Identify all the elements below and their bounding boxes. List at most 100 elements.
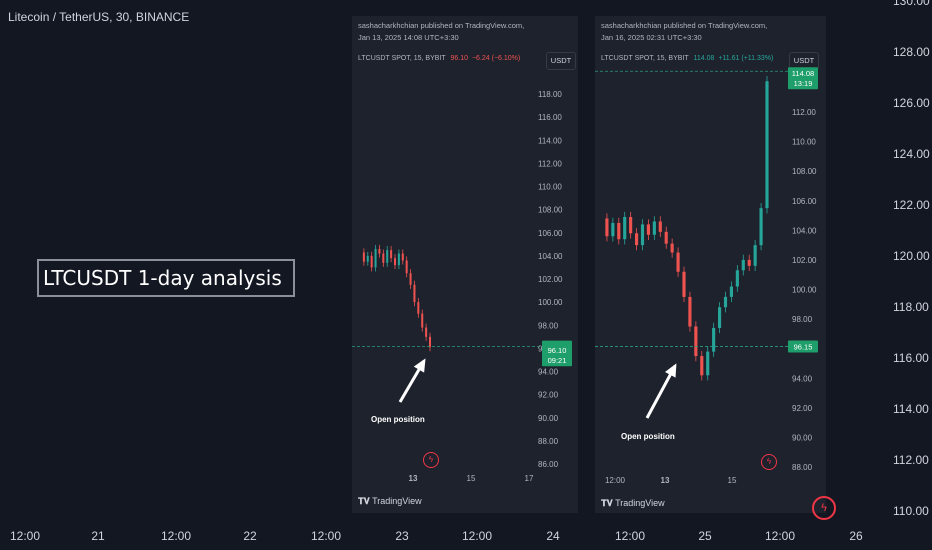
- open-position-label: Open position: [371, 415, 425, 424]
- last-price-text: 96.10: [548, 346, 567, 355]
- candle-body: [765, 81, 769, 209]
- candle-body: [421, 313, 424, 328]
- snapshot-panel-right: sashacharkhchian published on TradingVie…: [595, 16, 826, 513]
- candle-body: [688, 296, 692, 327]
- tradingview-logo: 𝐓𝐕 TradingView: [601, 498, 665, 509]
- lightning-icon[interactable]: ϟ: [812, 496, 836, 520]
- candle-body: [640, 224, 645, 246]
- price-axis-label: 88.00: [538, 437, 559, 446]
- candle-body: [741, 259, 745, 271]
- candle-body: [366, 255, 369, 262]
- price-axis-label: 124.00: [893, 147, 930, 161]
- lightning-icon[interactable]: ϟ: [761, 454, 777, 470]
- last-price-tag: [542, 344, 572, 367]
- candle-body: [393, 258, 397, 266]
- candle-body: [646, 224, 651, 235]
- price-axis-label: 102.00: [792, 256, 817, 265]
- price-axis-label: 108.00: [792, 167, 817, 176]
- price-chart[interactable]: 112.00 110.00 108.00 106.00 104.00 102.00 100.…: [595, 16, 826, 513]
- candle-body: [617, 222, 621, 240]
- symbol-name: LTCUSDT SPOT, 15, BYBIT: [358, 55, 446, 62]
- candle-body: [382, 253, 385, 263]
- time-axis-label: 13: [661, 476, 670, 485]
- time-axis-label: 26: [849, 529, 863, 543]
- candle-body: [658, 221, 662, 232]
- tradingview-icon: 𝐓𝐕: [601, 498, 613, 508]
- publisher-line: sashacharkhchian published on TradingVie…: [601, 21, 768, 30]
- price-change: −6.24 (−6.10%): [471, 55, 521, 62]
- candle-body: [417, 302, 420, 314]
- candle-body: [729, 286, 734, 297]
- time-axis-label: 15: [467, 474, 476, 483]
- time-axis-label: 12:00: [160, 529, 192, 543]
- candle-body: [374, 248, 377, 268]
- candle-body: [712, 327, 716, 352]
- price-chart[interactable]: 118.00 116.00 114.00 112.00 110.00 108.00 106.…: [352, 16, 578, 513]
- open-position-label: Open position: [621, 432, 675, 441]
- candle-body: [428, 336, 432, 348]
- time-axis-label: 12:00: [461, 529, 493, 543]
- candle-body: [425, 327, 428, 337]
- candle-body: [409, 273, 412, 285]
- price-axis-label: 112.00: [893, 453, 929, 467]
- candle-body: [611, 222, 615, 237]
- time-axis-label: 12:00: [9, 529, 41, 543]
- tradingview-logo: 𝐓𝐕 TradingView: [358, 496, 422, 507]
- price-axis-label: 116.00: [538, 113, 562, 122]
- candle-body: [405, 260, 408, 274]
- price-axis-label: 100.00: [538, 298, 563, 307]
- symbol-info: LTCUSDT SPOT, 15, BYBIT 114.08 +11.61 (+…: [601, 55, 773, 62]
- price-axis-label: 110.00: [538, 183, 562, 192]
- brand-name: TradingView: [372, 496, 422, 506]
- time-axis-label: 25: [698, 529, 712, 543]
- currency-button[interactable]: USDT: [546, 52, 576, 70]
- arrow-head-icon: [413, 358, 426, 373]
- marker-price-text: 96.15: [794, 342, 813, 351]
- last-price-text: 114.08: [792, 69, 814, 78]
- time-axis-label: 23: [395, 529, 409, 543]
- candle-body: [717, 307, 722, 328]
- price-axis-label: 88.00: [792, 463, 813, 472]
- symbol-title: Litecoin / TetherUS, 30, BINANCE: [8, 10, 190, 24]
- price-axis-label: 98.00: [792, 315, 813, 324]
- tradingview-icon: 𝐓𝐕: [358, 496, 370, 506]
- price-axis-label: 110.00: [792, 138, 816, 147]
- time-axis-label: 22: [243, 529, 257, 543]
- candle-body: [723, 296, 728, 308]
- price-axis-label: 126.00: [893, 96, 930, 110]
- last-price: 96.10: [450, 55, 469, 62]
- brand-name: TradingView: [615, 498, 665, 508]
- candle-body: [747, 259, 751, 266]
- symbol-info: LTCUSDT SPOT, 15, BYBIT 96.10 −6.24 (−6.…: [358, 55, 520, 62]
- publish-date: Jan 16, 2025 02:31 UTC+3:30: [601, 33, 702, 42]
- candle-body: [652, 221, 656, 235]
- price-axis-label: 120.00: [893, 249, 930, 263]
- time-axis-label: 12:00: [614, 529, 646, 543]
- publish-date: Jan 13, 2025 14:08 UTC+3:30: [358, 33, 459, 42]
- time-axis-label: 21: [91, 529, 105, 543]
- candle-body: [397, 253, 400, 266]
- time-axis-label: 12:00: [605, 476, 626, 485]
- publisher-info: sashacharkhchian published on TradingVie…: [358, 20, 524, 44]
- candle-body: [682, 271, 686, 297]
- price-axis-label: 108.00: [538, 206, 563, 215]
- time-axis-label: 17: [525, 474, 534, 483]
- price-axis-label: 112.00: [792, 108, 816, 117]
- price-change: +11.61 (+11.33%): [718, 55, 774, 62]
- candle-body: [759, 208, 763, 246]
- candle-body: [413, 284, 416, 303]
- price-axis-label: 122.00: [893, 198, 930, 212]
- publisher-info: sashacharkhchian published on TradingVie…: [601, 20, 767, 44]
- price-axis-label: 112.00: [538, 159, 562, 168]
- price-axis-label: 106.00: [792, 197, 817, 206]
- analysis-label[interactable]: LTCUSDT 1-day analysis: [37, 259, 295, 297]
- snapshot-panel-left: sashacharkhchian published on TradingVie…: [352, 16, 578, 513]
- price-axis-label: 106.00: [538, 229, 563, 238]
- lightning-icon[interactable]: ϟ: [423, 452, 439, 468]
- candle-body: [676, 252, 680, 272]
- candle-body: [401, 253, 404, 261]
- candle-body: [370, 255, 373, 268]
- time-axis-label: 13: [409, 474, 418, 483]
- time-axis-label: 12:00: [310, 529, 342, 543]
- candle-body: [605, 218, 609, 237]
